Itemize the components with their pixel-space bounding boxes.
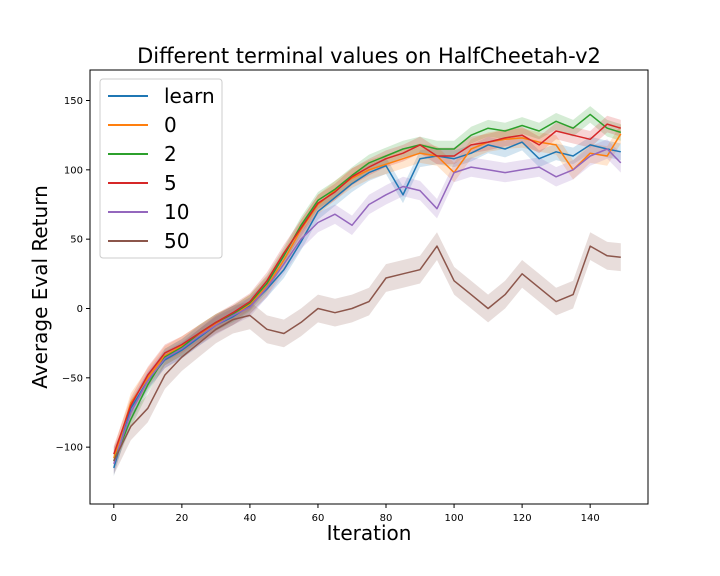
legend: learn 0 2 5 10 50 — [99, 78, 223, 259]
plot-frame — [89, 69, 649, 505]
x-axis-ticks: 0 20 40 60 80 100 120 140 — [111, 504, 600, 524]
x-tick-label: 20 — [175, 513, 188, 524]
y-axis-label: Average Eval Return — [28, 185, 52, 389]
band-0 — [113, 124, 621, 468]
x-axis-label: Iteration — [327, 521, 412, 545]
x-tick-label: 140 — [581, 513, 600, 524]
chart-title: Different terminal values on HalfCheetah… — [137, 44, 601, 68]
y-tick-label: 100 — [64, 165, 83, 176]
legend-label-learn: learn — [164, 84, 215, 108]
legend-label-10: 10 — [164, 200, 189, 224]
series-line-learn — [113, 141, 621, 469]
x-tick-label: 60 — [312, 513, 325, 524]
legend-label-2: 2 — [164, 142, 177, 166]
y-tick-label: −100 — [56, 443, 83, 454]
legend-label-50: 50 — [164, 229, 189, 253]
series-line-5 — [113, 123, 622, 455]
band-50 — [113, 232, 621, 475]
y-tick-label: 150 — [64, 96, 83, 107]
series-lines — [113, 113, 622, 469]
x-tick-label: 80 — [380, 513, 393, 524]
legend-label-0: 0 — [164, 113, 177, 137]
x-tick-label: 120 — [513, 513, 532, 524]
x-tick-label: 40 — [244, 513, 257, 524]
series-line-10 — [113, 148, 622, 465]
series-line-0 — [113, 133, 622, 459]
legend-box — [99, 78, 223, 259]
series-line-50 — [113, 245, 621, 462]
y-tick-label: 0 — [77, 304, 83, 315]
y-axis-ticks: −100 −50 0 50 100 150 — [56, 96, 90, 454]
y-tick-label: −50 — [62, 373, 83, 384]
x-tick-label: 100 — [445, 513, 464, 524]
y-tick-label: 50 — [70, 235, 83, 246]
legend-label-5: 5 — [164, 171, 177, 195]
x-tick-label: 0 — [111, 513, 117, 524]
